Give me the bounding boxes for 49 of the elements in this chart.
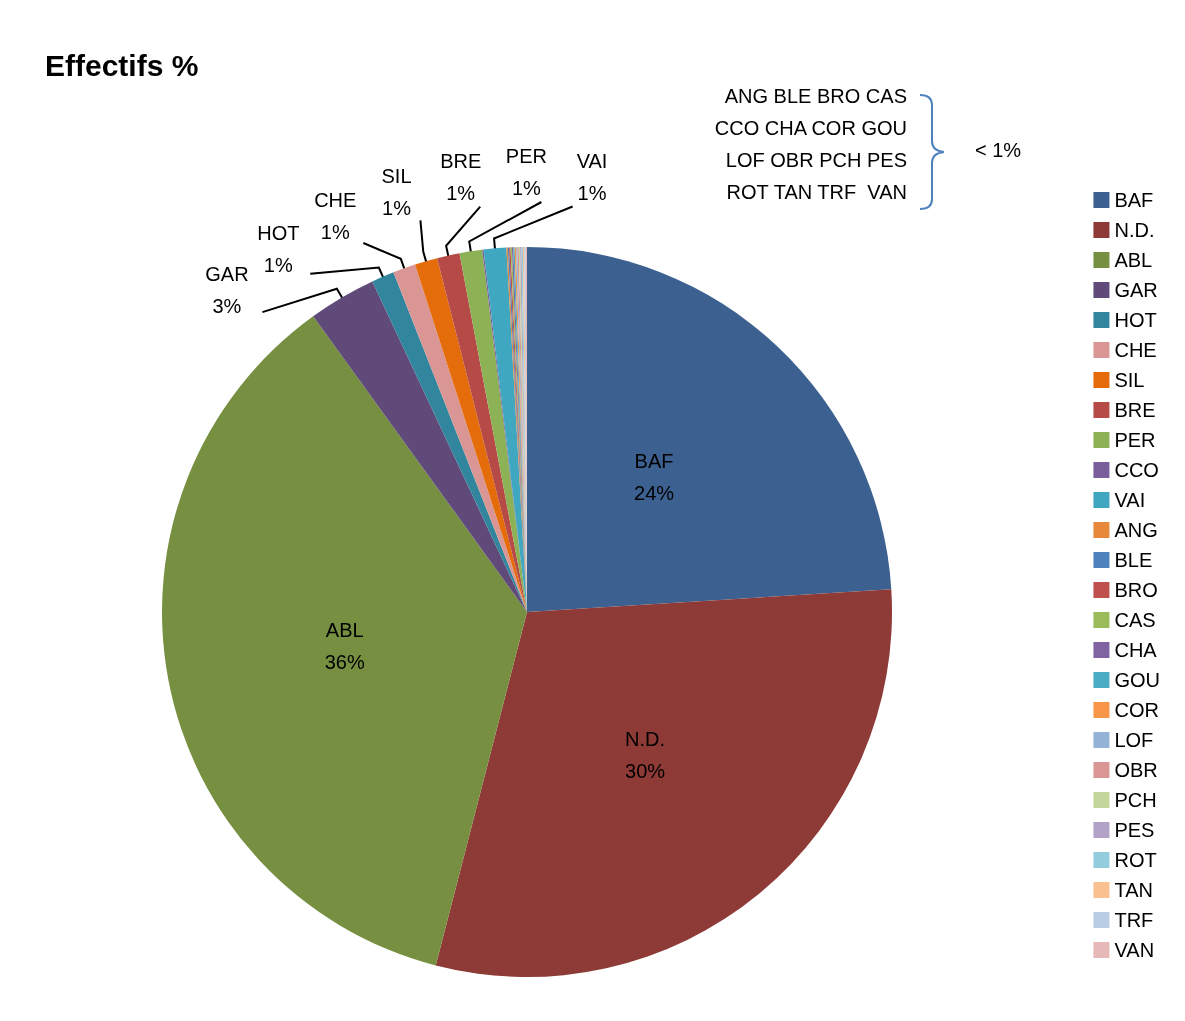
chart-title: Effectifs % — [45, 48, 199, 82]
legend-label: COR — [1114, 699, 1159, 721]
legend-label: CCO — [1114, 459, 1159, 481]
legend-label: BRE — [1114, 399, 1156, 421]
legend-label: TRF — [1114, 909, 1154, 931]
legend-label: BRO — [1114, 579, 1158, 601]
legend-label: PER — [1114, 429, 1156, 451]
legend-label: TAN — [1114, 879, 1153, 901]
legend-label: ROT — [1114, 849, 1157, 871]
data-label: 1% — [382, 196, 412, 219]
legend-label: CHE — [1114, 339, 1157, 361]
data-label: 1% — [263, 254, 293, 277]
legend-label: CHA — [1114, 639, 1158, 661]
data-label: 3% — [212, 295, 242, 318]
legend-label: LOF — [1114, 729, 1154, 751]
legend-label: VAI — [1114, 489, 1146, 511]
legend-label: HOT — [1114, 309, 1157, 331]
legend-label: VAN — [1114, 939, 1155, 961]
legend-label: BLE — [1114, 549, 1153, 571]
slice-label: PER — [505, 145, 547, 167]
data-label: 24% — [634, 481, 675, 504]
text: < 1% — [975, 138, 1022, 163]
slice-label: CHE — [314, 188, 357, 211]
legend-label: OBR — [1114, 759, 1158, 781]
legend-label: N.D. — [1114, 219, 1155, 241]
data-label: 1% — [446, 182, 476, 205]
legend-label: CAS — [1114, 609, 1156, 631]
legend-label: PCH — [1114, 789, 1157, 811]
data-label: 30% — [625, 760, 666, 783]
data-label: 1% — [577, 181, 607, 204]
slice-label: VAI — [576, 149, 608, 172]
legend-label: PES — [1114, 819, 1155, 841]
legend-label: ANG — [1114, 519, 1158, 541]
legend-label: BAF — [1114, 189, 1154, 211]
slice-label: SIL — [381, 164, 412, 187]
text: ANG BLE BRO CAS CCO CHA COR GOU LOF OBR PCH PES ROT TAN TRF VAN — [714, 84, 907, 205]
slice-label: BRE — [440, 150, 482, 173]
slice-label: N.D. — [625, 728, 666, 751]
legend-label: GAR — [1114, 279, 1158, 301]
data-label: 36% — [324, 651, 365, 674]
data-label: 1% — [320, 220, 350, 243]
legend-label: ABL — [1114, 249, 1153, 271]
legend-label: SIL — [1114, 369, 1145, 391]
data-label: 1% — [511, 177, 542, 199]
slice-label: ABL — [325, 619, 364, 642]
legend-label: GOU — [1114, 669, 1161, 691]
slice-label: HOT — [257, 222, 300, 245]
slice-label: GAR — [205, 263, 249, 286]
slice-label: BAF — [634, 449, 674, 472]
